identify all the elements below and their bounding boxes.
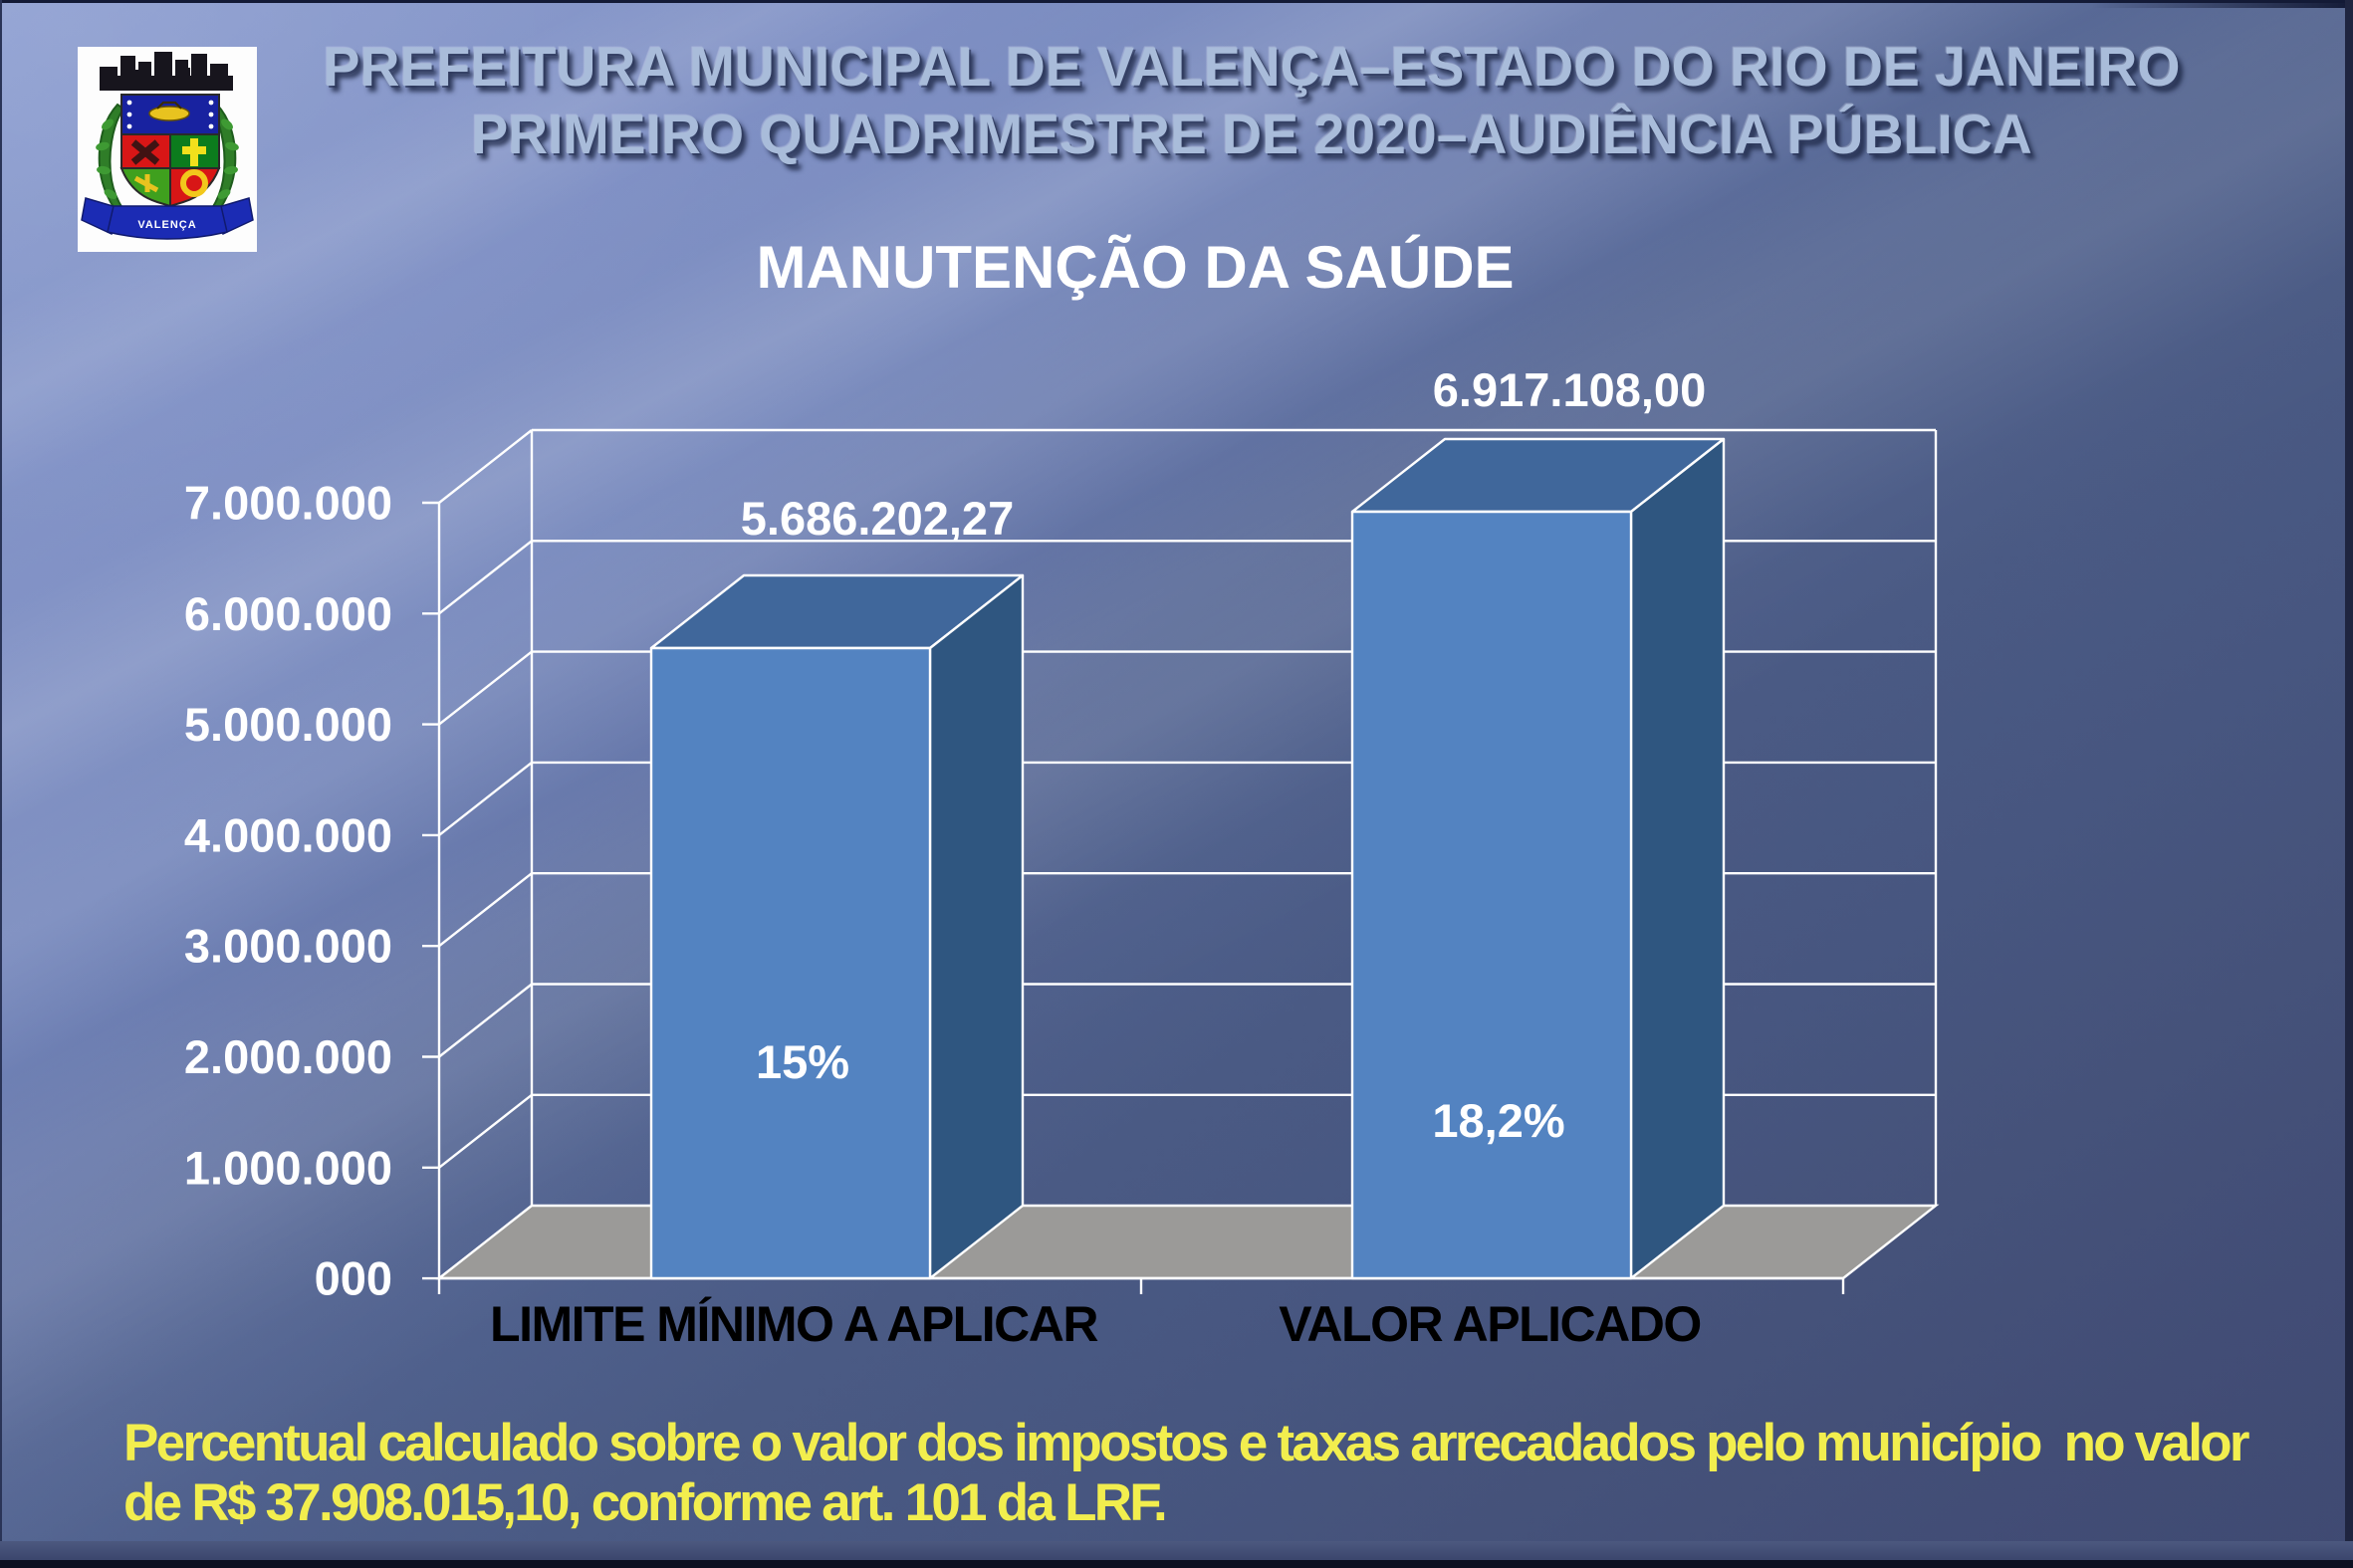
- svg-text:VALOR APLICADO: VALOR APLICADO: [1279, 1296, 1700, 1352]
- svg-text:LIMITE MÍNIMO A APLICAR: LIMITE MÍNIMO A APLICAR: [490, 1296, 1098, 1352]
- svg-text:VALENÇA: VALENÇA: [137, 219, 196, 231]
- svg-text:4.000.000: 4.000.000: [184, 808, 392, 861]
- svg-text:3.000.000: 3.000.000: [184, 920, 392, 973]
- svg-text:6.000.000: 6.000.000: [184, 587, 392, 640]
- svg-text:18,2%: 18,2%: [1432, 1094, 1564, 1147]
- svg-text:6.917.108,00: 6.917.108,00: [1433, 363, 1706, 416]
- svg-text:2.000.000: 2.000.000: [184, 1030, 392, 1083]
- svg-text:5.686.202,27: 5.686.202,27: [741, 492, 1014, 545]
- svg-text:15%: 15%: [756, 1035, 849, 1088]
- svg-text:000: 000: [315, 1252, 392, 1305]
- svg-text:5.000.000: 5.000.000: [184, 698, 392, 751]
- svg-text:7.000.000: 7.000.000: [184, 477, 392, 530]
- svg-text:1.000.000: 1.000.000: [184, 1141, 392, 1194]
